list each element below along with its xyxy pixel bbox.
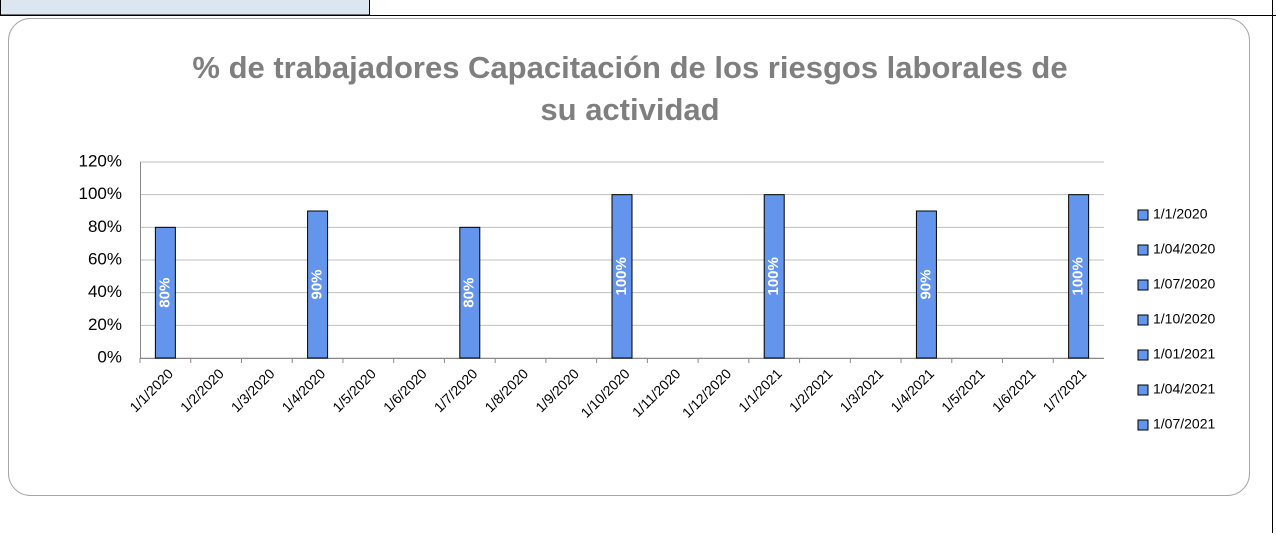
legend-label: 1/10/2020 [1153,311,1215,327]
legend-label: 1/07/2021 [1153,416,1215,432]
header-cell [0,0,370,16]
legend-swatch [1137,244,1149,256]
legend-swatch [1137,419,1149,431]
legend-swatch [1137,314,1149,326]
bar [307,210,329,359]
data-label: 80% [461,278,478,308]
legend-label: 1/1/2020 [1153,206,1208,222]
y-tick-label: 60% [88,249,122,268]
legend-swatch [1137,209,1149,221]
bar [763,194,785,359]
bar [154,226,176,359]
y-tick-label: 120% [79,151,122,170]
data-label: 100% [613,257,630,295]
chart-title: % de trabajadores Capacitación de los ri… [192,50,1067,85]
bar [459,226,481,359]
data-label: 90% [309,269,326,299]
data-label: 100% [1070,257,1087,295]
y-tick-label: 100% [79,184,122,203]
legend-label: 1/04/2021 [1153,381,1215,397]
y-tick-label: 0% [97,347,122,366]
chart-title: su actividad [540,92,719,127]
legend-label: 1/04/2020 [1153,241,1215,257]
legend-swatch [1137,279,1149,291]
y-tick-label: 40% [88,282,122,301]
data-label: 100% [765,257,782,295]
y-tick-label: 20% [88,315,122,334]
y-tick-label: 80% [88,217,122,236]
legend-swatch [1137,349,1149,361]
data-label: 80% [156,278,173,308]
bar [611,194,633,359]
bar [1068,194,1090,359]
legend-label: 1/07/2020 [1153,276,1215,292]
bar [915,210,937,359]
legend-label: 1/01/2021 [1153,346,1215,362]
legend-swatch [1137,384,1149,396]
data-label: 90% [917,269,934,299]
